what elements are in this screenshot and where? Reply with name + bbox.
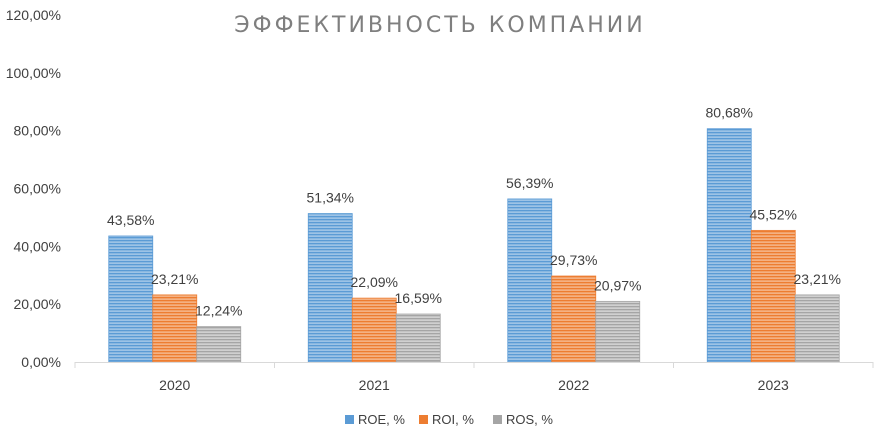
x-tick-label: 2022 bbox=[558, 377, 589, 393]
bar-roi-2022 bbox=[551, 275, 597, 363]
data-label: 23,21% bbox=[151, 271, 198, 287]
y-tick-label: 80,00% bbox=[14, 123, 61, 139]
y-tick-label: 100,00% bbox=[6, 65, 61, 81]
y-tick-label: 0,00% bbox=[21, 354, 61, 370]
data-label: 23,21% bbox=[794, 271, 841, 287]
legend-swatch bbox=[419, 415, 428, 424]
chart-title: ЭФФЕКТИВНОСТЬ КОМПАНИИ bbox=[234, 13, 645, 38]
bar-roe-2021 bbox=[307, 213, 353, 363]
x-tick-label: 2023 bbox=[758, 377, 789, 393]
data-label: 12,24% bbox=[195, 303, 242, 319]
data-label: 22,09% bbox=[351, 274, 398, 290]
x-axis: 2020 2021 2022 2023 bbox=[74, 362, 874, 393]
bar-ros-2022 bbox=[595, 300, 641, 363]
y-axis: 0,00% 20,00% 40,00% 60,00% 80,00% 100,00% 120,… bbox=[6, 7, 61, 370]
x-tick-label: 2020 bbox=[159, 377, 190, 393]
data-label: 45,52% bbox=[750, 206, 797, 222]
legend-swatch bbox=[493, 415, 502, 424]
bar-ros-2023 bbox=[794, 294, 840, 363]
data-label: 43,58% bbox=[107, 212, 154, 228]
data-label: 16,59% bbox=[395, 290, 442, 306]
data-label: 51,34% bbox=[307, 190, 354, 206]
y-tick-label: 120,00% bbox=[6, 7, 61, 23]
data-label: 20,97% bbox=[594, 277, 641, 293]
legend-label: ROS, % bbox=[506, 412, 553, 427]
bar-ros-2020 bbox=[196, 326, 242, 363]
legend-swatch bbox=[345, 415, 354, 424]
legend-label: ROE, % bbox=[358, 412, 405, 427]
bar-roi-2021 bbox=[351, 297, 397, 363]
legend-label: ROI, % bbox=[432, 412, 474, 427]
legend: ROE, % ROI, % ROS, % bbox=[345, 412, 553, 427]
bar-roi-2023 bbox=[750, 229, 796, 363]
bar-roi-2020 bbox=[152, 294, 198, 363]
bar-roe-2023 bbox=[706, 128, 752, 363]
data-label: 80,68% bbox=[706, 105, 753, 121]
y-tick-label: 20,00% bbox=[14, 296, 61, 312]
y-tick-label: 40,00% bbox=[14, 238, 61, 254]
y-tick-label: 60,00% bbox=[14, 181, 61, 197]
bar-ros-2021 bbox=[395, 313, 441, 363]
plot-area: 43,58% 23,21% 12,24% 51,34% 22,09%16,59% 56,3… bbox=[107, 105, 841, 363]
data-label: 56,39% bbox=[506, 175, 553, 191]
data-label: 29,73% bbox=[550, 252, 597, 268]
bar-roe-2020 bbox=[108, 235, 154, 363]
x-tick-label: 2021 bbox=[359, 377, 390, 393]
bar-roe-2022 bbox=[507, 198, 553, 363]
